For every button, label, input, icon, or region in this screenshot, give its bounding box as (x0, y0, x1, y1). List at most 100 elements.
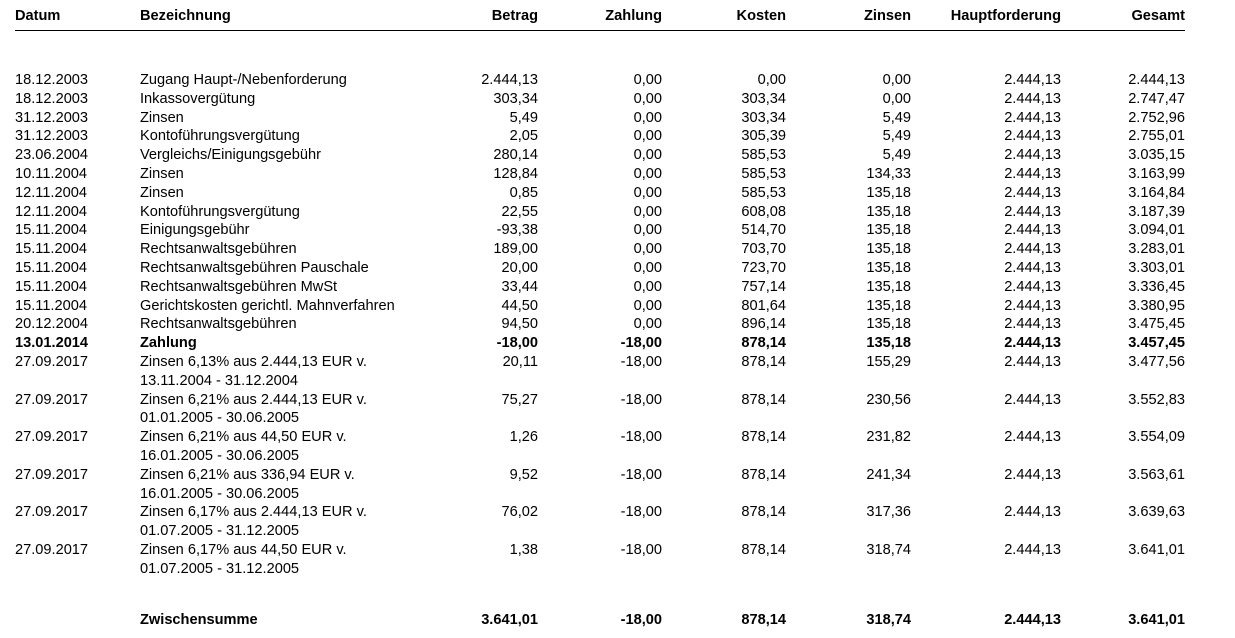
table-row: 27.09.2017 1,26 -18,00 878,14 231,82 2.444,13… (15, 428, 1185, 466)
cell-bezeichnung: Rechtsanwaltsgebühren MwSt (140, 278, 440, 297)
cell-zinsen: 318,74 (866, 541, 911, 558)
cell-datum: 20.12.2004 (15, 316, 89, 333)
table-row: 27.09.2017 76,02 -18,00 878,14 317,36 2.444,1… (15, 503, 1185, 541)
ledger-table: Datum Bezeichnung Betrag Zahlung Kosten … (15, 7, 1185, 628)
cell-datum: 13.01.2014 (15, 335, 89, 352)
cell-betrag: 9,52 (509, 466, 538, 483)
cell-hauptforderung: 2.444,13 (1004, 90, 1061, 107)
cell-gesamt: 3.164,84 (1128, 184, 1185, 201)
cell-kosten: 896,14 (741, 316, 786, 333)
cell-bezeichnung: Zinsen 6,21% aus 336,94 EUR v. 16.01.2005… (140, 466, 440, 504)
cell-zinsen: 135,18 (866, 203, 911, 220)
cell-zahlung: -18,00 (620, 429, 662, 446)
cell-gesamt: 3.094,01 (1128, 222, 1185, 239)
cell-gesamt: 3.035,15 (1128, 147, 1185, 164)
cell-gesamt: 3.187,39 (1128, 203, 1185, 220)
cell-zahlung: 0,00 (633, 297, 662, 314)
cell-zinsen: 135,18 (866, 259, 911, 276)
table-row: 31.12.2003 5,49 0,00 303,34 5,49 2.444,13 2.75… (15, 109, 1185, 128)
cell-zinsen: 135,18 (866, 316, 911, 333)
cell-hauptforderung: 2.444,13 (1004, 72, 1061, 88)
bezeichnung-line: Einigungsgebühr (140, 222, 250, 239)
cell-gesamt: 2.752,96 (1128, 109, 1185, 126)
cell-bezeichnung: Zinsen (140, 165, 440, 184)
cell-datum: 27.09.2017 (15, 541, 89, 558)
cell-hauptforderung: 2.444,13 (1004, 165, 1061, 182)
cell-betrag: 75,27 (501, 391, 538, 408)
cell-kosten: 585,53 (741, 184, 786, 201)
cell-bezeichnung: Zinsen 6,17% aus 44,50 EUR v. 01.07.2005 … (140, 541, 440, 579)
cell-datum: 31.12.2003 (15, 109, 89, 126)
cell-datum: 15.11.2004 (15, 222, 87, 239)
cell-kosten: 0,00 (757, 72, 786, 88)
table-body: 18.12.2003 2.444,13 0,00 0,00 0,00 2.444,13 2.… (15, 71, 1185, 579)
cell-datum: 27.09.2017 (15, 391, 89, 408)
table-row: 15.11.2004 -93,38 0,00 514,70 135,18 2.444,13… (15, 221, 1185, 240)
cell-hauptforderung: 2.444,13 (1004, 109, 1061, 126)
cell-zahlung: -18,00 (620, 466, 662, 483)
bezeichnung-line: Zinsen 6,17% aus 44,50 EUR v. (140, 541, 347, 558)
cell-bezeichnung: Vergleichs/Einigungsgebühr (140, 146, 440, 165)
cell-betrag: 94,50 (501, 316, 538, 333)
cell-betrag: 2.444,13 (481, 72, 538, 88)
cell-gesamt: 3.303,01 (1128, 259, 1185, 276)
cell-hauptforderung: 2.444,13 (1004, 316, 1061, 333)
bezeichnung-line: Kontoführungsvergütung (140, 203, 300, 220)
cell-kosten: 585,53 (741, 165, 786, 182)
cell-betrag: 280,14 (493, 147, 538, 164)
bezeichnung-line: Zinsen (140, 165, 184, 182)
cell-kosten: 723,70 (741, 259, 786, 276)
cell-gesamt: 3.283,01 (1128, 241, 1185, 258)
bezeichnung-line: Zahlung (140, 335, 197, 352)
header-hauptforderung: Hauptforderung (950, 8, 1061, 24)
table-row: 23.06.2004 280,14 0,00 585,53 5,49 2.444,13 3.… (15, 146, 1185, 165)
cell-hauptforderung: 2.444,13 (1004, 147, 1061, 164)
bezeichnung-line: 01.07.2005 - 31.12.2005 (140, 523, 300, 540)
cell-hauptforderung: 2.444,13 (1004, 391, 1061, 408)
cell-hauptforderung: 2.444,13 (1004, 297, 1061, 314)
bezeichnung-line: Inkassovergütung (140, 90, 256, 107)
cell-zahlung: 0,00 (633, 109, 662, 126)
cell-hauptforderung: 2.444,13 (1004, 203, 1061, 220)
table-row: 13.01.2014 -18,00 -18,00 878,14 135,18 2.444,… (15, 334, 1185, 353)
table-row: 27.09.2017 1,38 -18,00 878,14 318,74 2.444,13… (15, 541, 1185, 579)
bezeichnung-line: Zugang Haupt-/Nebenforderung (140, 72, 347, 88)
cell-gesamt: 3.641,01 (1128, 541, 1185, 558)
cell-zinsen: 317,36 (866, 504, 911, 521)
cell-datum: 15.11.2004 (15, 259, 87, 276)
summary-row: Zwischensumme 3.641,01 -18,00 878,14 318… (15, 611, 1185, 630)
cell-hauptforderung: 2.444,13 (1004, 335, 1061, 352)
bezeichnung-line: Rechtsanwaltsgebühren Pauschale (140, 259, 369, 276)
cell-hauptforderung: 2.444,13 (1004, 259, 1061, 276)
cell-betrag: -93,38 (496, 222, 538, 239)
cell-datum: 15.11.2004 (15, 297, 87, 314)
bezeichnung-line: 16.01.2005 - 30.06.2005 (140, 485, 300, 502)
cell-datum: 12.11.2004 (15, 184, 87, 201)
cell-gesamt: 3.552,83 (1128, 391, 1185, 408)
cell-betrag: 128,84 (493, 165, 538, 182)
bezeichnung-line: 13.11.2004 - 31.12.2004 (140, 372, 298, 389)
cell-kosten: 878,14 (741, 391, 786, 408)
cell-zinsen: 134,33 (866, 165, 911, 182)
bezeichnung-line: Rechtsanwaltsgebühren (140, 241, 297, 258)
table-row: 20.12.2004 94,50 0,00 896,14 135,18 2.444,13 3… (15, 315, 1185, 334)
cell-gesamt: 3.477,56 (1128, 353, 1185, 370)
cell-hauptforderung: 2.444,13 (1004, 353, 1061, 370)
table-row: 10.11.2004 128,84 0,00 585,53 134,33 2.444,13… (15, 165, 1185, 184)
header-kosten: Kosten (736, 8, 786, 24)
table-row: 12.11.2004 22,55 0,00 608,08 135,18 2.444,13 3… (15, 203, 1185, 222)
cell-bezeichnung: Zinsen 6,13% aus 2.444,13 EUR v. 13.11.20… (140, 353, 440, 391)
bezeichnung-line: Zinsen 6,21% aus 2.444,13 EUR v. (140, 391, 367, 408)
bezeichnung-line: 01.01.2005 - 30.06.2005 (140, 410, 300, 427)
bezeichnung-line: Zinsen 6,13% aus 2.444,13 EUR v. (140, 353, 367, 370)
cell-hauptforderung: 2.444,13 (1004, 504, 1061, 521)
cell-zahlung: 0,00 (633, 278, 662, 295)
cell-zinsen: 230,56 (866, 391, 911, 408)
bezeichnung-line: Kontoführungsvergütung (140, 128, 300, 145)
cell-datum: 27.09.2017 (15, 353, 89, 370)
cell-kosten: 703,70 (741, 241, 786, 258)
cell-kosten: 514,70 (741, 222, 786, 239)
cell-zinsen: 135,18 (866, 222, 911, 239)
cell-datum: 18.12.2003 (15, 72, 89, 88)
cell-zahlung: -18,00 (620, 353, 662, 370)
